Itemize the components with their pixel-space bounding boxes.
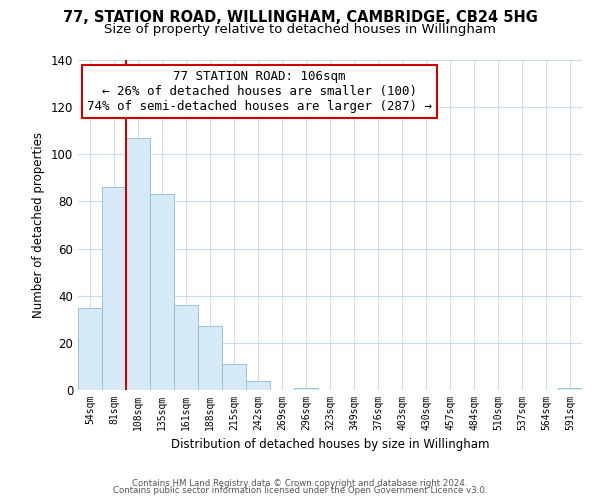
Bar xyxy=(294,388,318,390)
Bar xyxy=(558,388,582,390)
Bar xyxy=(126,138,150,390)
Text: 77 STATION ROAD: 106sqm
← 26% of detached houses are smaller (100)
74% of semi-d: 77 STATION ROAD: 106sqm ← 26% of detache… xyxy=(87,70,432,113)
Bar xyxy=(150,194,174,390)
Bar xyxy=(246,380,270,390)
Bar xyxy=(198,326,222,390)
Bar xyxy=(174,305,198,390)
Text: Contains public sector information licensed under the Open Government Licence v3: Contains public sector information licen… xyxy=(113,486,487,495)
X-axis label: Distribution of detached houses by size in Willingham: Distribution of detached houses by size … xyxy=(171,438,489,452)
Text: 77, STATION ROAD, WILLINGHAM, CAMBRIDGE, CB24 5HG: 77, STATION ROAD, WILLINGHAM, CAMBRIDGE,… xyxy=(62,10,538,25)
Y-axis label: Number of detached properties: Number of detached properties xyxy=(32,132,45,318)
Bar xyxy=(102,188,126,390)
Bar xyxy=(222,364,246,390)
Text: Size of property relative to detached houses in Willingham: Size of property relative to detached ho… xyxy=(104,22,496,36)
Bar xyxy=(78,308,102,390)
Text: Contains HM Land Registry data © Crown copyright and database right 2024.: Contains HM Land Registry data © Crown c… xyxy=(132,478,468,488)
